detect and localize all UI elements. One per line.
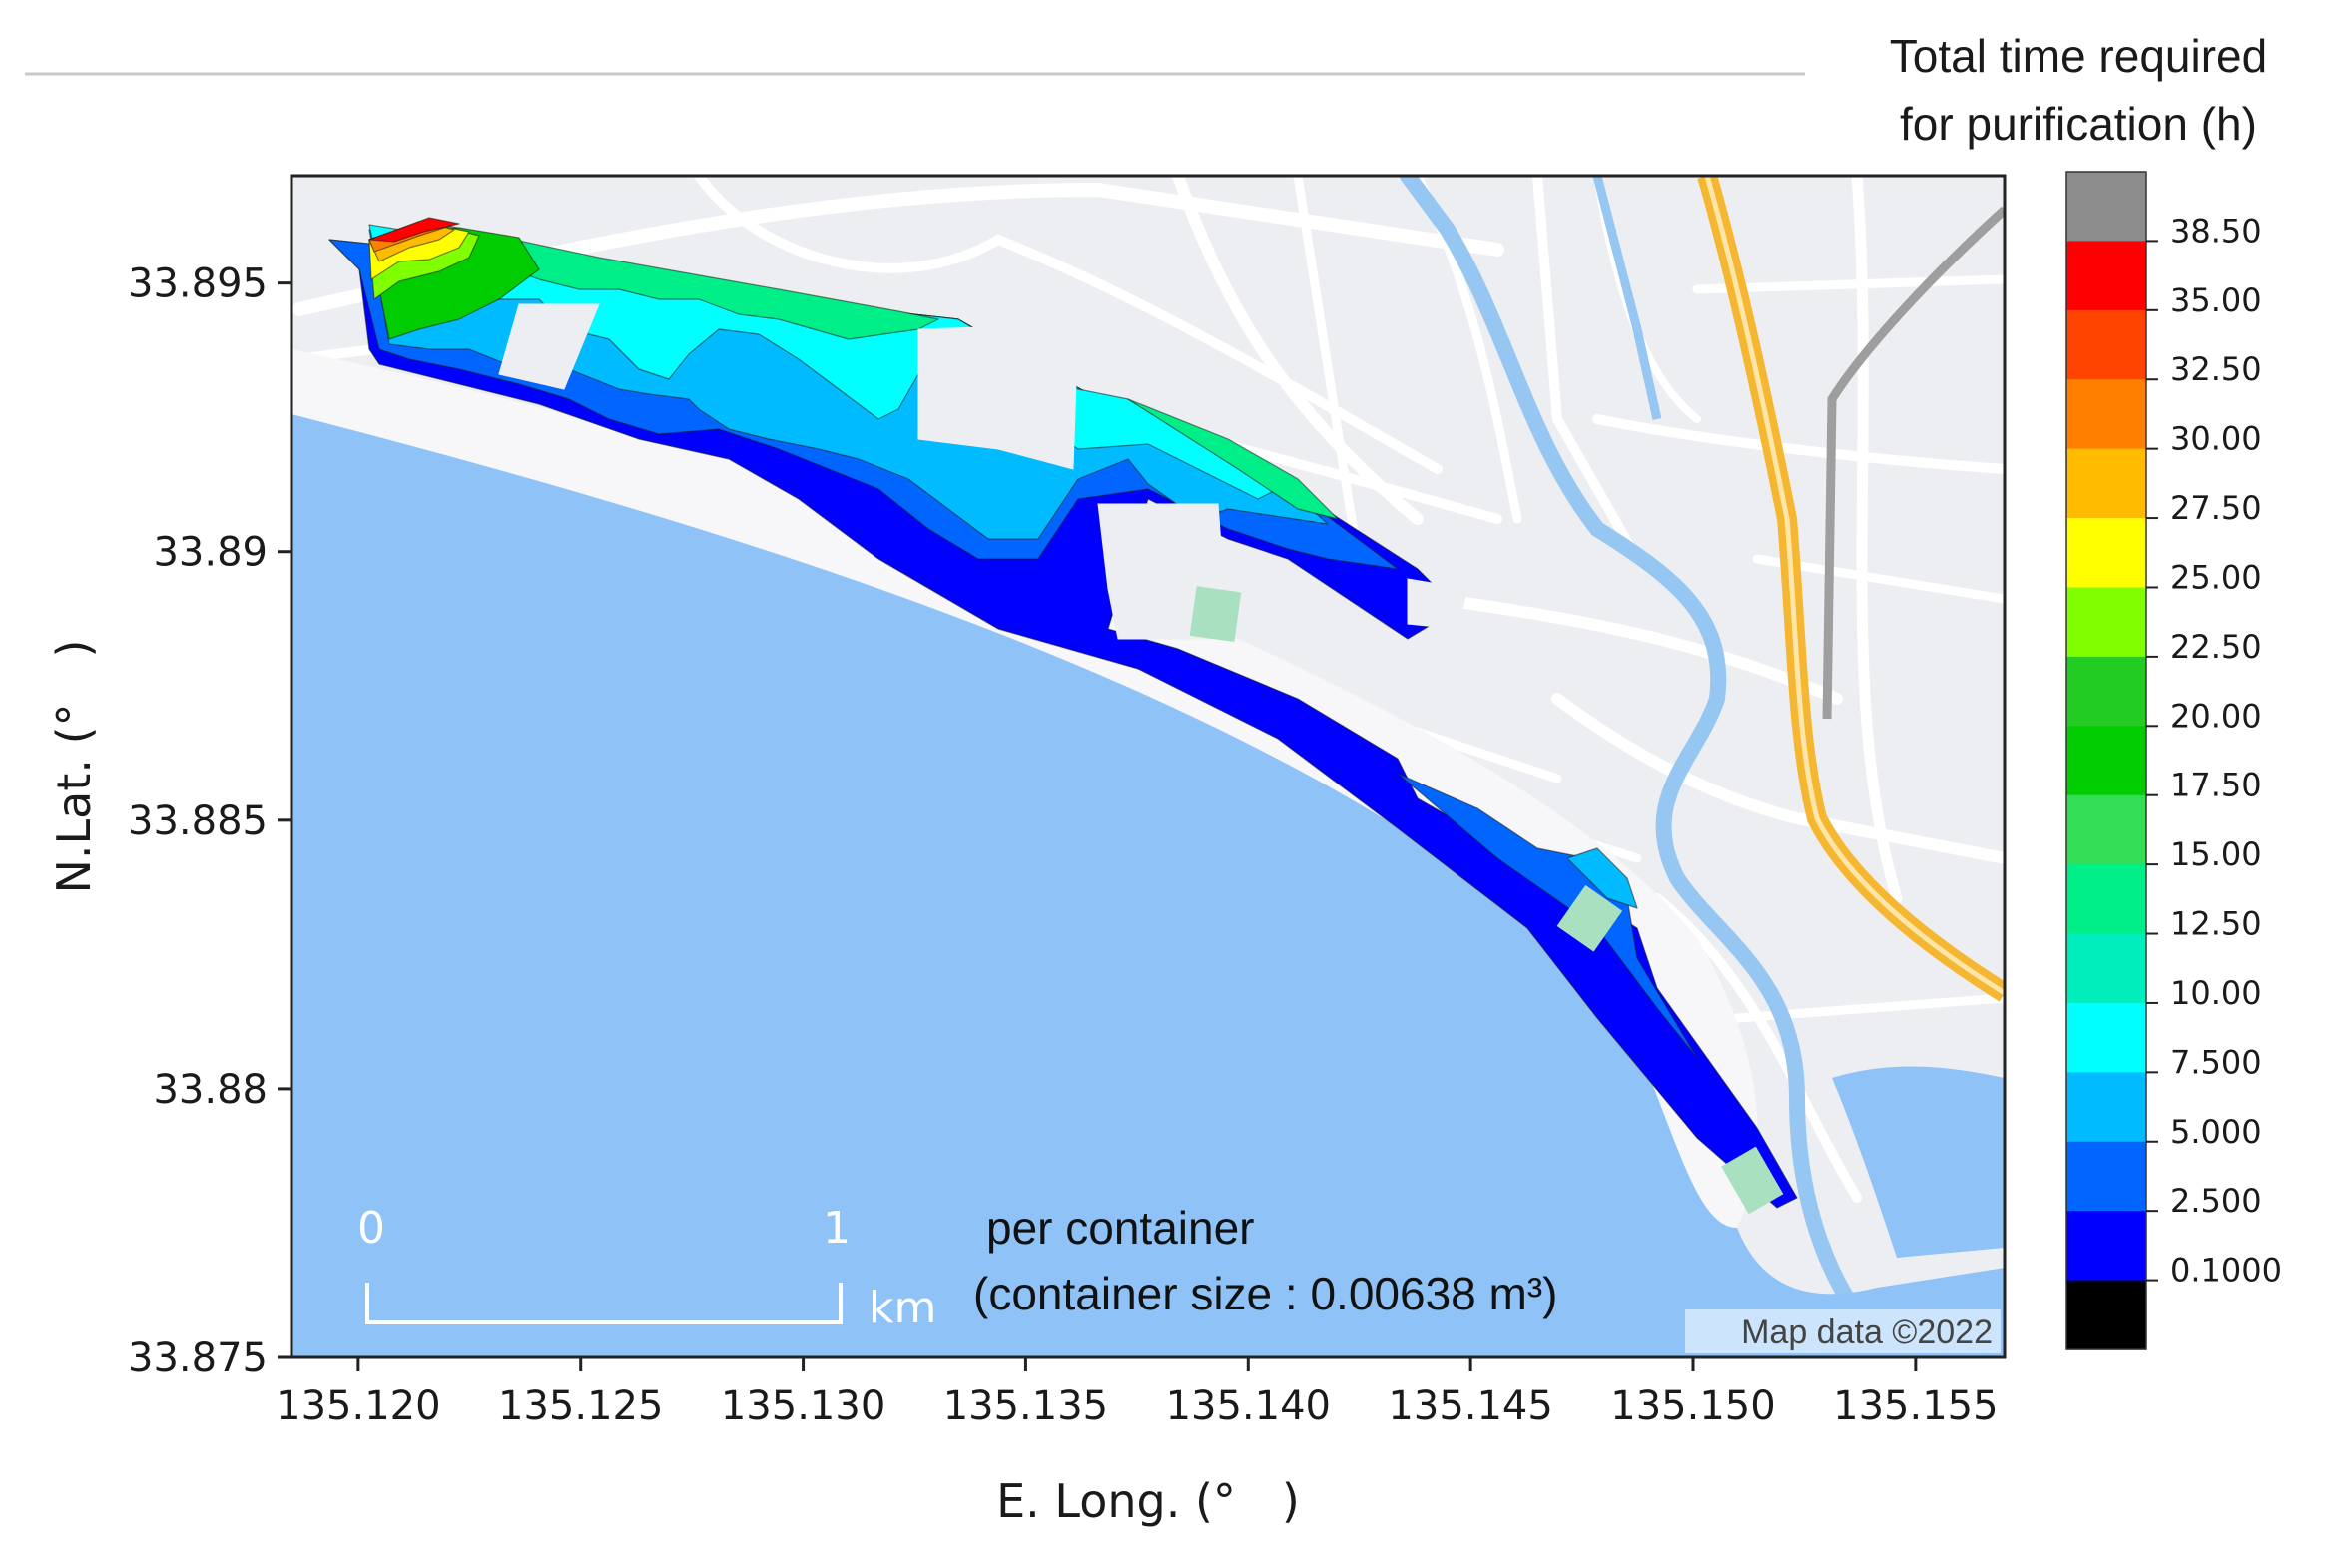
colorbar-swatch-8 bbox=[2066, 726, 2146, 796]
colorbar-label-4: 27.50 bbox=[2170, 489, 2262, 527]
colorbar-title-line-2: for purification (h) bbox=[1900, 98, 2257, 150]
colorbar-swatch-5 bbox=[2066, 518, 2146, 589]
colorbar-label-3: 30.00 bbox=[2170, 420, 2262, 458]
colorbar-label-12: 7.500 bbox=[2170, 1043, 2262, 1081]
y-tick-label-2: 33.885 bbox=[128, 798, 268, 844]
colorbar-label-7: 20.00 bbox=[2170, 697, 2262, 735]
canal bbox=[1592, 176, 1662, 420]
y-tick-label-0: 33.895 bbox=[128, 261, 268, 307]
river bbox=[1400, 176, 1905, 1357]
plot-frame bbox=[290, 174, 2007, 1359]
colorbar: 38.50 35.00 32.50 30.00 27.50 25.00 22.50 20.00… bbox=[2065, 171, 2282, 1350]
x-tick-label-3: 135.135 bbox=[943, 1383, 1108, 1429]
colorbar-frame bbox=[2065, 171, 2147, 1350]
block-west bbox=[498, 303, 600, 390]
colorbar-swatch-11 bbox=[2066, 933, 2146, 1004]
colorbar-label-11: 10.00 bbox=[2170, 974, 2262, 1012]
block-east bbox=[1407, 578, 1468, 630]
colorbar-swatch-10 bbox=[2066, 864, 2146, 935]
sea bbox=[291, 414, 2005, 1357]
x-tick-label-2: 135.130 bbox=[721, 1383, 885, 1429]
x-axis-ticks: 135.120 135.125 135.130 135.135 135.140 135.1… bbox=[276, 1357, 1999, 1429]
colorbar-label-8: 17.50 bbox=[2170, 767, 2262, 804]
colorbar-label-10: 12.50 bbox=[2170, 905, 2262, 943]
colorbar-swatch-12 bbox=[2066, 1002, 2146, 1073]
colorbar-swatch-9 bbox=[2066, 794, 2146, 865]
colorbar-label-6: 22.50 bbox=[2170, 628, 2262, 666]
colorbar-label-13: 5.000 bbox=[2170, 1113, 2262, 1151]
map-attribution: Map data ©2022 bbox=[1741, 1313, 1993, 1351]
x-tick-label-5: 135.145 bbox=[1388, 1383, 1552, 1429]
zone-level-11 bbox=[368, 217, 460, 243]
colorbar-swatch-4 bbox=[2066, 448, 2146, 519]
rail-line bbox=[1822, 206, 2005, 720]
y-tick-label-3: 33.88 bbox=[153, 1067, 268, 1113]
y-tick-label-1: 33.89 bbox=[153, 530, 268, 576]
x-tick-label-4: 135.140 bbox=[1166, 1383, 1331, 1429]
colorbar-label-9: 15.00 bbox=[2170, 835, 2262, 873]
x-tick-label-0: 135.120 bbox=[276, 1383, 440, 1429]
scale-line bbox=[365, 1283, 843, 1324]
harbor-water bbox=[1832, 1066, 2005, 1258]
colorbar-label-5: 25.00 bbox=[2170, 558, 2262, 596]
park-1 bbox=[1189, 586, 1242, 642]
colorbar-swatch-13 bbox=[2066, 1072, 2146, 1143]
colorbar-swatch-6 bbox=[2066, 587, 2146, 658]
attribution-bg bbox=[1685, 1309, 2001, 1353]
zone-level-3b bbox=[1566, 847, 1638, 909]
note-line-2: (container size : 0.00638 m³) bbox=[973, 1268, 1558, 1319]
colorbar-title-line-1: Total time required bbox=[1890, 30, 2267, 82]
colorbar-swatch-0 bbox=[2066, 172, 2146, 243]
colorbar-swatch-15 bbox=[2066, 1211, 2146, 1282]
y-tick-label-4: 33.875 bbox=[128, 1335, 268, 1381]
y-axis-title: N.Lat. (° ) bbox=[47, 639, 101, 893]
colorbar-swatch-16 bbox=[2066, 1280, 2146, 1350]
scale-start-label: 0 bbox=[357, 1203, 385, 1254]
colorbar-swatch-14 bbox=[2066, 1141, 2146, 1212]
y-axis-ticks: 33.895 33.89 33.885 33.88 33.875 bbox=[128, 261, 291, 1381]
colorbar-label-14: 2.500 bbox=[2170, 1182, 2262, 1220]
map-panel bbox=[291, 176, 2005, 1357]
colorbar-label-1: 35.00 bbox=[2170, 281, 2262, 319]
colorbar-swatch-7 bbox=[2066, 656, 2146, 727]
x-tick-label-1: 135.125 bbox=[498, 1383, 663, 1429]
colorbar-swatch-2 bbox=[2066, 309, 2146, 380]
x-tick-label-7: 135.155 bbox=[1833, 1383, 1998, 1429]
zone-level-5b bbox=[1127, 398, 1339, 520]
colorbar-swatch-1 bbox=[2066, 241, 2146, 311]
green-parks bbox=[1189, 586, 1784, 1215]
park-2 bbox=[1556, 884, 1623, 952]
scale-end-label: 1 bbox=[823, 1203, 851, 1254]
colorbar-label-0: 38.50 bbox=[2170, 212, 2262, 250]
x-axis-title: E. Long. (° ) bbox=[996, 1474, 1300, 1528]
highway-center bbox=[1704, 176, 2005, 996]
no-data-blocks bbox=[498, 303, 1468, 640]
zone-level-2b bbox=[1397, 773, 1698, 1059]
beach bbox=[291, 349, 1758, 1228]
scale-bar: 0 1 km bbox=[357, 1203, 936, 1333]
scale-unit-label: km bbox=[869, 1283, 936, 1333]
colorbar-label-15: 0.1000 bbox=[2170, 1252, 2282, 1290]
colorbar-label-2: 32.50 bbox=[2170, 350, 2262, 388]
colorbar-swatch-3 bbox=[2066, 379, 2146, 450]
note-line-1: per container bbox=[986, 1202, 1255, 1254]
block-plaza bbox=[917, 323, 1079, 470]
park-3 bbox=[1721, 1146, 1784, 1215]
x-tick-label-6: 135.150 bbox=[1610, 1383, 1775, 1429]
